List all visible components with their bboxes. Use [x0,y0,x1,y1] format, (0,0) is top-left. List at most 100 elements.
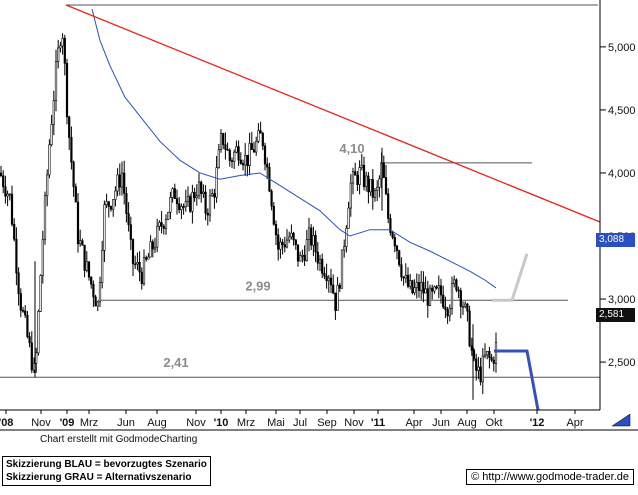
candle-body [369,179,372,193]
candle-body [98,282,102,303]
candle-body [10,193,14,225]
candle-body [182,206,185,208]
candle-body [149,241,152,258]
candle-body [475,358,478,371]
candle-body [402,276,405,279]
candle-body [24,310,27,316]
candle-body [409,280,412,287]
candle-body [219,133,223,150]
candle-body [351,171,355,184]
candle-body [92,283,95,298]
candle-body [367,175,370,193]
candle-body [279,241,282,250]
candle-body [39,275,42,312]
candle-body [200,181,203,195]
candle-body [112,199,115,210]
candle-body [206,212,209,216]
candle-body [63,37,66,64]
candle-body [26,314,29,337]
x-tick-label: '11 [371,417,385,429]
chart-credit: Chart erstellt mit GodmodeCharting [40,434,198,445]
candle-body [134,263,137,266]
candle-body [178,203,181,211]
candle-body [488,350,491,358]
corner-triangle-icon [611,413,631,427]
level-label: 4,10 [339,141,364,156]
candle-body [327,277,330,282]
candle-body [208,195,212,216]
candle-body [46,174,49,197]
candle-body [391,232,394,238]
candle-body [189,196,192,212]
candle-body [248,143,251,166]
x-tick-label: '09 [60,417,75,429]
candle-body [48,144,51,176]
candle-body [96,301,99,307]
candle-body [43,195,47,240]
candle-body [338,284,341,289]
x-tick-label: Aug [147,417,167,429]
candle-body [494,341,498,364]
candle-body [41,238,44,276]
x-tick-label: '10 [214,417,229,429]
x-tick-label: Nov [31,417,51,429]
candle-body [299,255,302,262]
candle-body [4,186,7,197]
moving-average-badge: 3,088 [596,233,635,247]
x-tick-label: Jun [432,417,450,429]
legend-gray: Skizzierung GRAU = Alternativszenario [6,472,192,483]
candle-body [413,287,416,294]
candle-body [68,116,71,138]
url-text[interactable]: http://www.godmode-trader.de [482,471,629,483]
level-lines [0,4,600,378]
candle-body [15,238,18,274]
candle-body [296,244,300,262]
candle-body [193,191,196,199]
candle-body [215,167,218,198]
candle-body [285,239,289,248]
candle-body [114,190,117,200]
candle-body [362,164,366,187]
candle-body [349,182,352,209]
candle-body [13,224,16,240]
candle-body [250,143,253,150]
candle-body [329,277,333,286]
moving-average-line [91,8,497,289]
candle-body [406,274,410,287]
candle-body [490,357,493,361]
candle-body [162,225,165,229]
x-tick-label: Aug [457,417,477,429]
candle-body [393,237,396,247]
candle-body [314,235,317,253]
candle-body [468,310,471,347]
candle-body [184,201,187,208]
candle-body [105,201,108,206]
candle-body [395,245,399,251]
candle-body [65,63,69,118]
candle-body [446,309,449,317]
legend-blue: Skizzierung BLAU = bevorzugtes Szenario [6,459,207,470]
candle-body [61,37,64,47]
candle-body [197,181,201,197]
candle-body [318,258,322,264]
candle-body [180,206,183,211]
candle-body [481,355,484,383]
candle-body [325,275,328,282]
candle-body [103,204,106,251]
candle-body [156,225,159,248]
candle-body [76,201,80,245]
candle-body [138,262,141,273]
candle-body [422,281,425,294]
source-url[interactable]: © http://www.godmode-trader.de [466,469,634,485]
y-tick-label: 5,000 [608,42,636,54]
x-tick-label: '12 [530,417,545,429]
y-tick-label: 2,500 [608,357,636,369]
candle-body [85,261,88,271]
candle-body [433,286,436,292]
candle-body [400,264,403,278]
overlays: 4,10 2,99 2,41 [65,4,601,411]
candle-body [428,287,432,306]
x-tick-label: Nov [344,417,364,429]
candle-body [153,246,157,250]
candle-body [312,235,315,246]
